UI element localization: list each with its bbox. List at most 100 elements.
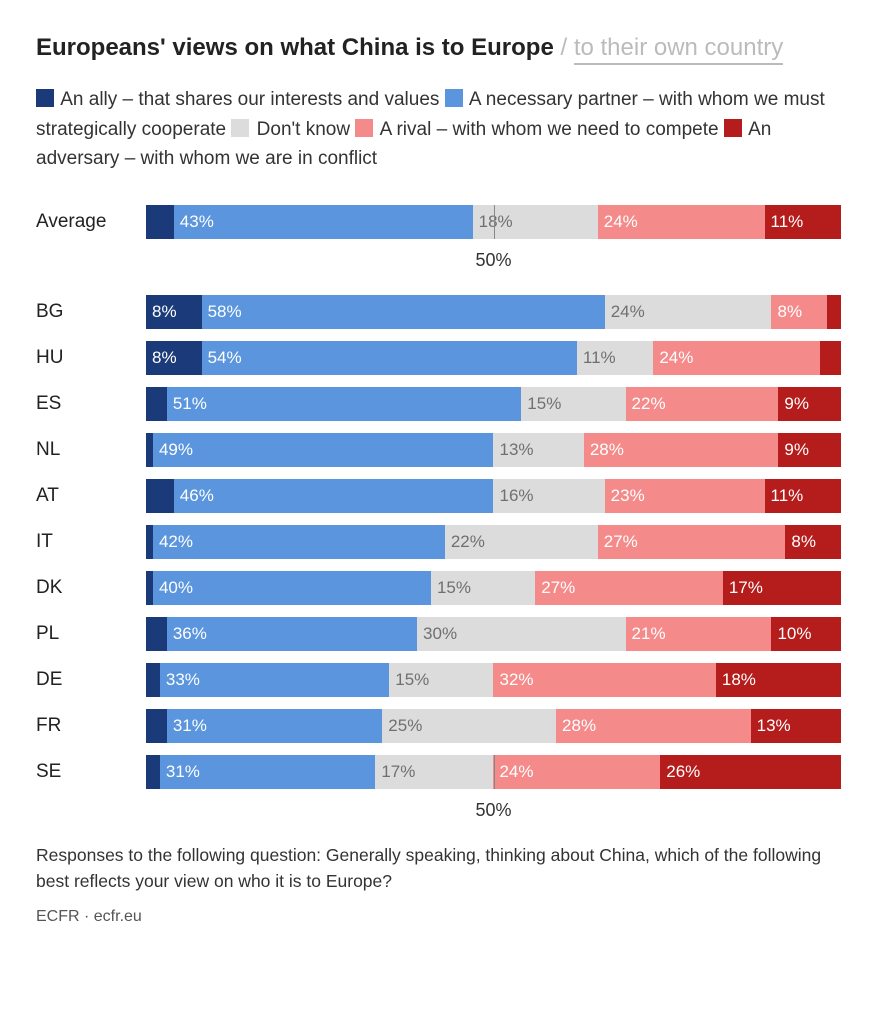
bar-segment-dontknow: 18% xyxy=(473,205,598,239)
bar-segment-ally xyxy=(146,479,174,513)
stacked-bar: 46%16%23%11% xyxy=(146,479,841,513)
title-main: Europeans' views on what China is to Eur… xyxy=(36,34,554,61)
bar-segment-partner: 42% xyxy=(153,525,445,559)
legend-swatch xyxy=(36,89,54,107)
row-label: SE xyxy=(36,761,146,783)
bar-segment-partner: 31% xyxy=(160,755,375,789)
chart-row: FR31%25%28%13% xyxy=(36,708,841,744)
chart-row: BG8%58%24%8% xyxy=(36,294,841,330)
axis-label-bottom: 50% xyxy=(146,800,841,824)
row-label: ES xyxy=(36,393,146,415)
bar-segment-rival: 27% xyxy=(535,571,723,605)
row-label: BG xyxy=(36,301,146,323)
bar-segment-ally xyxy=(146,755,160,789)
stacked-bar: 8%54%11%24% xyxy=(146,341,841,375)
bar-segment-dontknow: 17% xyxy=(375,755,493,789)
stacked-bar: 42%22%27%8% xyxy=(146,525,841,559)
bar-segment-dontknow: 13% xyxy=(493,433,583,467)
legend-label: An ally – that shares our interests and … xyxy=(56,89,445,110)
chart-row: DK 40%15%27%17% xyxy=(36,570,841,606)
bar-segment-rival: 21% xyxy=(626,617,772,651)
row-label: IT xyxy=(36,531,146,553)
bar-segment-partner: 54% xyxy=(202,341,577,375)
legend-swatch xyxy=(445,89,463,107)
stacked-bar: 51%15%22%9% xyxy=(146,387,841,421)
chart-row: NL49%13%28%9% xyxy=(36,432,841,468)
average-block: Average 43%18%24%11% xyxy=(36,204,841,240)
bar-segment-dontknow: 15% xyxy=(389,663,493,697)
bar-segment-partner: 58% xyxy=(202,295,605,329)
axis-label-top: 50% xyxy=(146,250,841,274)
bar-segment-rival: 8% xyxy=(771,295,827,329)
bar-segment-rival: 28% xyxy=(556,709,751,743)
bar-segment-adversary: 9% xyxy=(778,387,841,421)
bar-segment-ally xyxy=(146,525,153,559)
stacked-bar: 31%17%24%26% xyxy=(146,755,841,789)
bar-segment-rival: 27% xyxy=(598,525,786,559)
legend-label: Don't know xyxy=(251,119,355,140)
source: ECFR · ecfr.eu xyxy=(36,908,841,926)
bar-segment-rival: 24% xyxy=(598,205,765,239)
bar-segment-adversary: 10% xyxy=(771,617,841,651)
bar-segment-partner: 51% xyxy=(167,387,521,421)
countries-block: BG8%58%24%8%HU8%54%11%24%ES51%15%22%9%NL… xyxy=(36,294,841,790)
row-label: Average xyxy=(36,211,146,233)
bar-segment-adversary xyxy=(827,295,841,329)
axis-tick xyxy=(494,755,495,789)
bar-segment-ally xyxy=(146,663,160,697)
axis-tick-label: 50% xyxy=(475,250,511,271)
bar-segment-adversary: 13% xyxy=(751,709,841,743)
bar-segment-adversary: 11% xyxy=(765,205,841,239)
bar-segment-dontknow: 24% xyxy=(605,295,772,329)
bar-segment-dontknow: 11% xyxy=(577,341,653,375)
bar-segment-adversary: 8% xyxy=(785,525,841,559)
chart-row: IT42%22%27%8% xyxy=(36,524,841,560)
bar-segment-ally xyxy=(146,205,174,239)
chart-row: ES51%15%22%9% xyxy=(36,386,841,422)
chart-row: Average 43%18%24%11% xyxy=(36,204,841,240)
bar-segment-rival: 24% xyxy=(653,341,820,375)
row-label: AT xyxy=(36,485,146,507)
bar-segment-partner: 49% xyxy=(153,433,494,467)
legend: An ally – that shares our interests and … xyxy=(36,85,841,173)
bar-segment-adversary xyxy=(820,341,841,375)
footnote: Responses to the following question: Gen… xyxy=(36,842,841,895)
bar-segment-dontknow: 16% xyxy=(493,479,604,513)
stacked-bar: 31%25%28%13% xyxy=(146,709,841,743)
bar-segment-partner: 43% xyxy=(174,205,473,239)
stacked-bar: 36%30%21%10% xyxy=(146,617,841,651)
bar-segment-rival: 32% xyxy=(493,663,715,697)
bar-segment-rival: 24% xyxy=(493,755,660,789)
chart-row: SE31%17%24%26% xyxy=(36,754,841,790)
chart-row: HU8%54%11%24% xyxy=(36,340,841,376)
bar-segment-rival: 23% xyxy=(605,479,765,513)
bar-segment-ally xyxy=(146,571,153,605)
bar-segment-rival: 22% xyxy=(626,387,779,421)
bar-segment-dontknow: 25% xyxy=(382,709,556,743)
bar-segment-ally: 8% xyxy=(146,295,202,329)
bar-segment-ally xyxy=(146,709,167,743)
row-label: DK xyxy=(36,577,146,599)
stacked-bar: 49%13%28%9% xyxy=(146,433,841,467)
bar-segment-ally xyxy=(146,387,167,421)
bar-segment-dontknow: 15% xyxy=(521,387,625,421)
chart-row: DE33%15%32%18% xyxy=(36,662,841,698)
bar-segment-adversary: 11% xyxy=(765,479,841,513)
axis-tick xyxy=(494,205,495,239)
row-label: HU xyxy=(36,347,146,369)
bar-segment-adversary: 9% xyxy=(778,433,841,467)
axis-tick-label: 50% xyxy=(475,800,511,821)
stacked-bar: 8%58%24%8% xyxy=(146,295,841,329)
chart-row: AT46%16%23%11% xyxy=(36,478,841,514)
bar-segment-partner: 36% xyxy=(167,617,417,651)
bar-segment-ally xyxy=(146,617,167,651)
bar-segment-partner: 46% xyxy=(174,479,494,513)
bar-segment-adversary: 17% xyxy=(723,571,841,605)
bar-segment-rival: 28% xyxy=(584,433,779,467)
bar-segment-dontknow: 22% xyxy=(445,525,598,559)
chart-row: PL36%30%21%10% xyxy=(36,616,841,652)
bar-segment-adversary: 26% xyxy=(660,755,841,789)
bar-segment-partner: 40% xyxy=(153,571,431,605)
title-tab-own-country[interactable]: to their own country xyxy=(574,34,783,65)
bar-segment-dontknow: 15% xyxy=(431,571,535,605)
